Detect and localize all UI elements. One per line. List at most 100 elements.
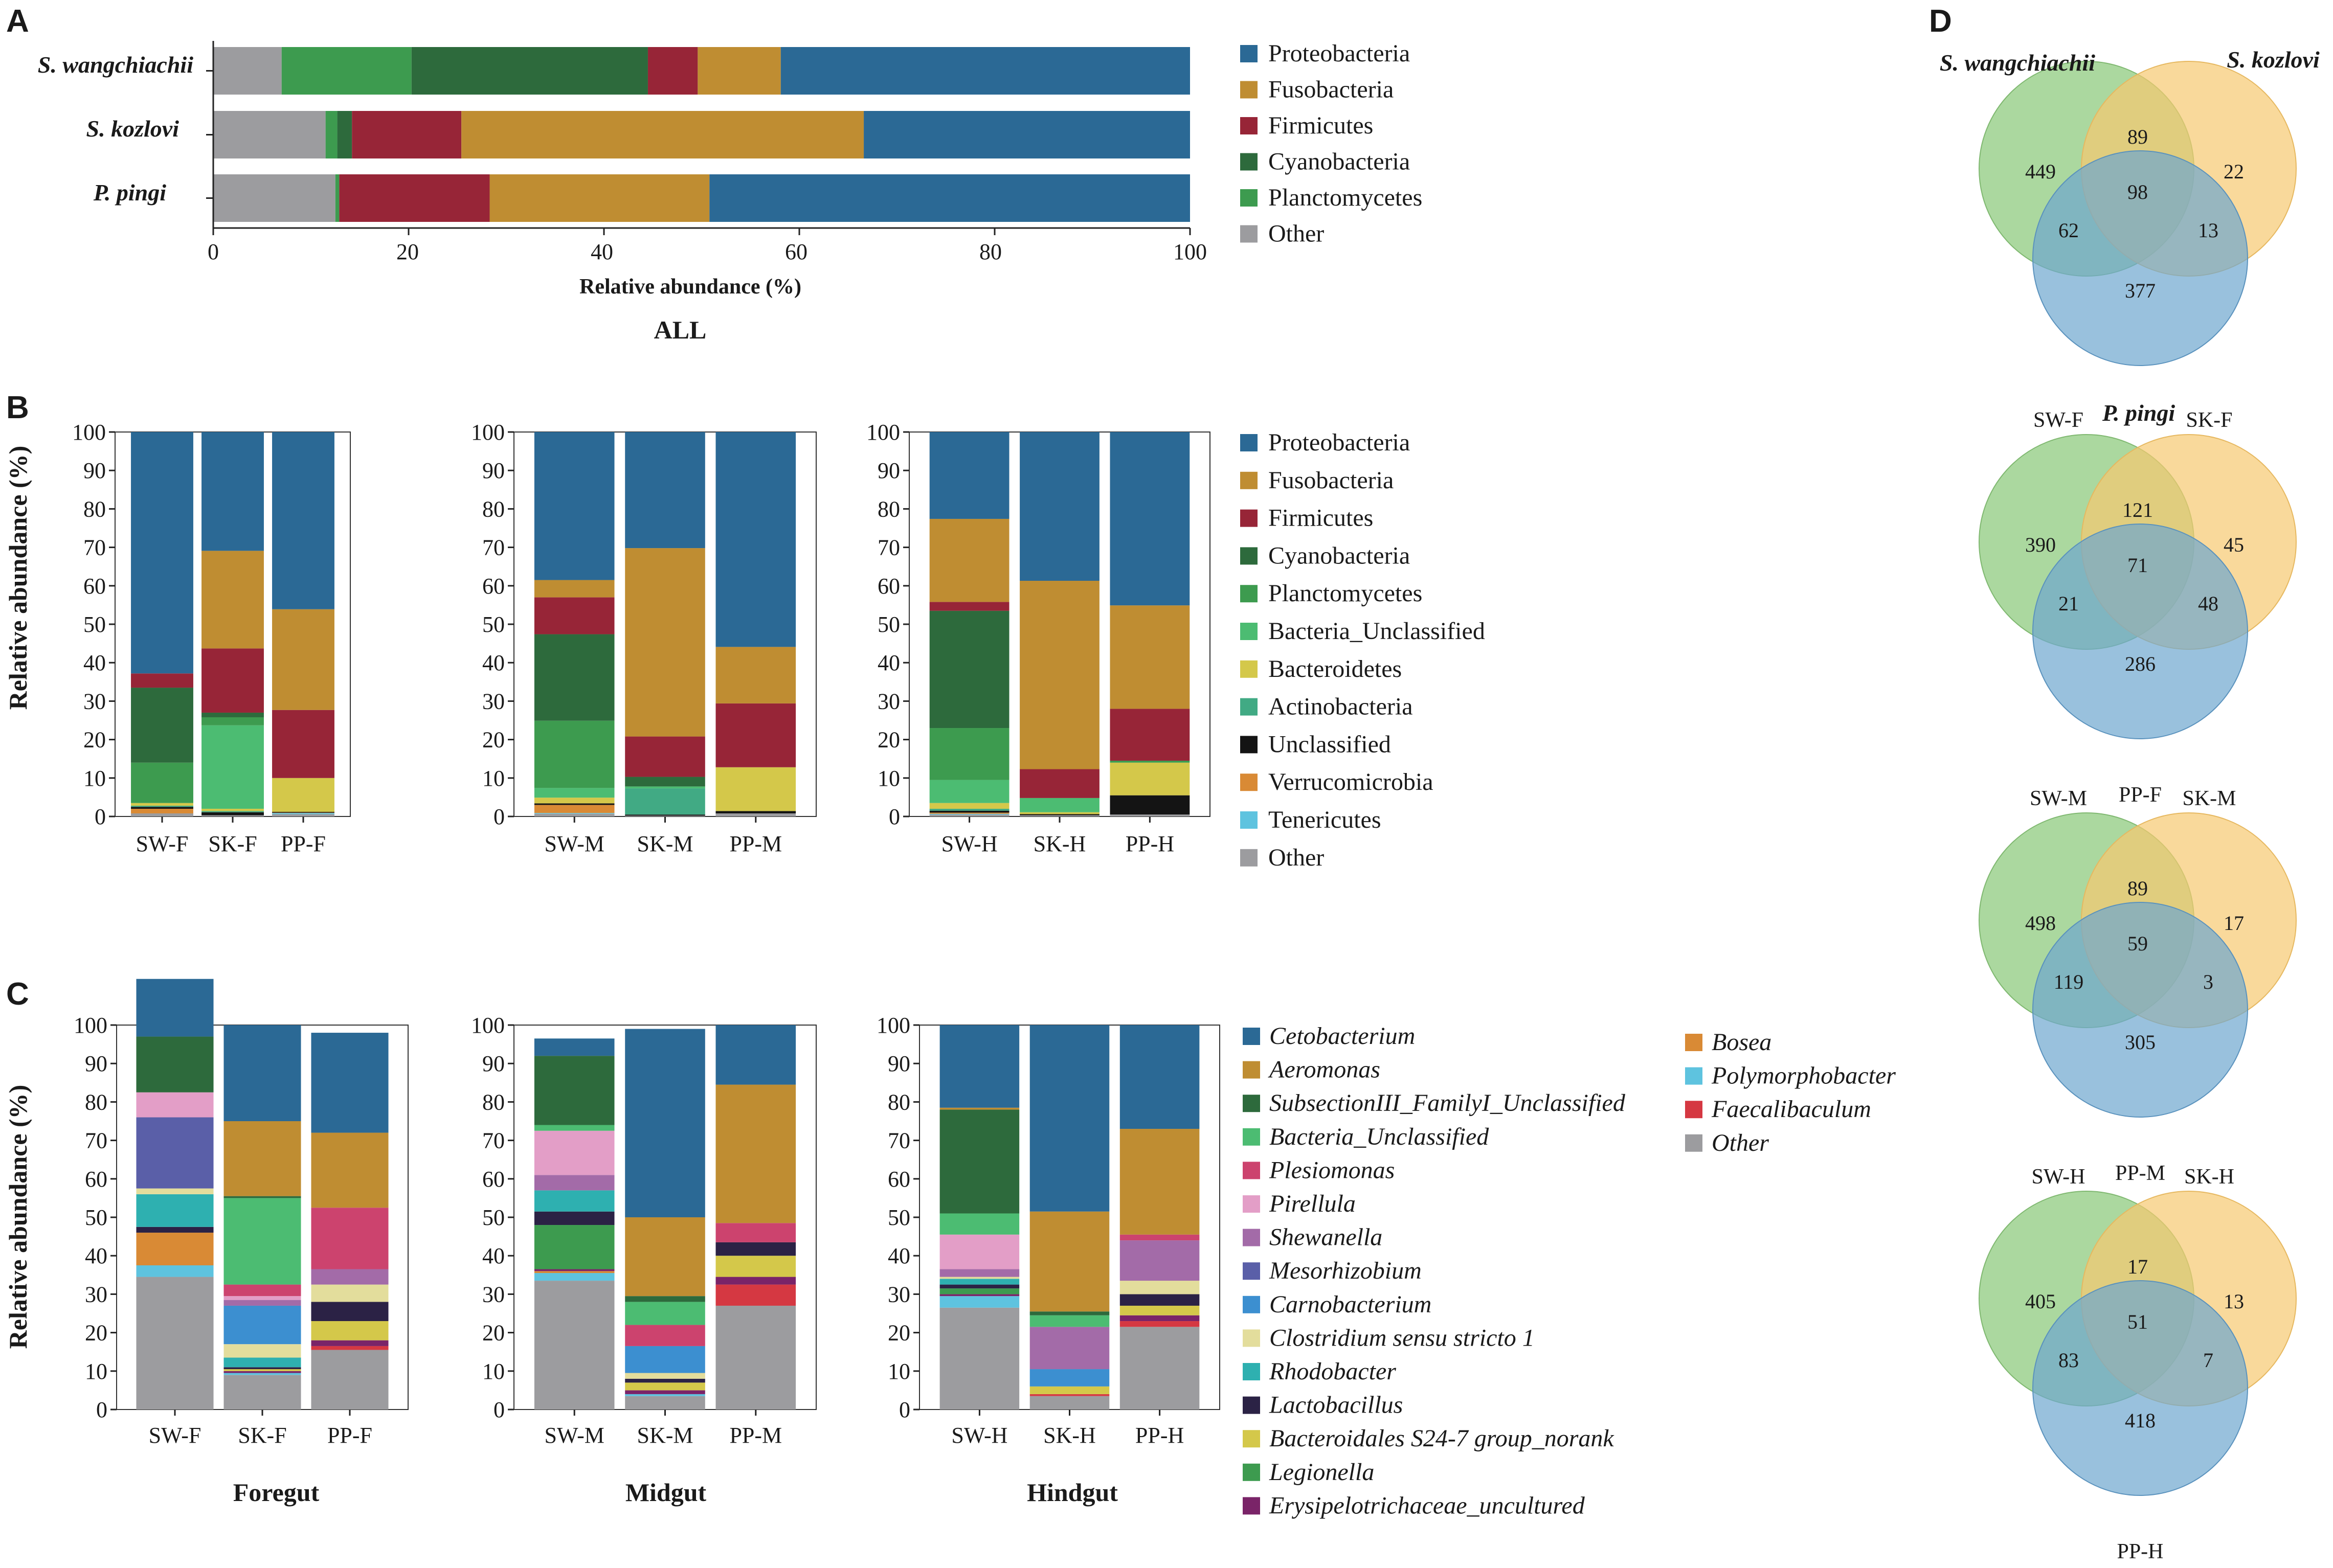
bar-segment-rhodobacter (939, 1279, 1020, 1285)
bar-segment-other (201, 815, 264, 816)
venn-count-c: 418 (2125, 1409, 2156, 1432)
a-bar-segment-cyanobacteria (411, 47, 648, 95)
y-tick-label: 10 (83, 766, 106, 791)
venn-count-ab: 89 (2127, 125, 2148, 148)
bar-segment-bacteroidetes (929, 803, 1010, 809)
bar-segment-bacteroidetes (1020, 812, 1100, 814)
bar-segment-bosea (534, 1271, 615, 1274)
bar-segment-actinobacteria (625, 788, 705, 815)
bar-segment-aeromonas (939, 1107, 1020, 1110)
venn-diagram-3: 405 17 13 51 83 7 418 SW-H SK-H PP-H (1979, 1165, 2297, 1563)
bar-segment-proteobacteria (625, 432, 705, 549)
bar-segment-bosea (136, 1233, 214, 1265)
panel-label-b: B (6, 390, 29, 425)
bar-segment-unclassified (131, 807, 193, 809)
bar-segment-unclassified (1110, 795, 1190, 815)
bar-segment-fusobacteria (534, 580, 615, 598)
y-tick-label: 50 (878, 612, 900, 637)
y-tick-label: 60 (482, 1167, 505, 1192)
bar-segment-unclassified (929, 810, 1010, 813)
a-legend-label: Other (1268, 220, 1324, 247)
y-tick-label: 0 (493, 804, 505, 829)
bar-segment-erysipelotrichaceae-uncultured (534, 1269, 615, 1271)
bar-segment-fusobacteria (1020, 581, 1100, 769)
a-bar-segment-other (213, 174, 335, 222)
b-legend-label: Firmicutes (1268, 505, 1373, 532)
bar-segment-bacteroidetes (272, 778, 334, 812)
bar-segment-rhodobacter (534, 1190, 615, 1212)
b-legend-swatch-fusobacteria (1240, 471, 1258, 489)
c-legend-swatch-mesorhizobium (1243, 1262, 1260, 1280)
c-legend-label: Legionella (1269, 1459, 1374, 1486)
y-tick-label: 50 (482, 612, 505, 637)
a-legend-label: Cyanobacteria (1268, 148, 1410, 175)
bar-segment-erysipelotrichaceae-uncultured (223, 1371, 301, 1373)
bar-segment-other (625, 1396, 705, 1410)
c-legend-label: Plesiomonas (1269, 1156, 1395, 1184)
panel-b-legend: Proteobacteria Fusobacteria Firmicutes Cyan… (1240, 429, 1485, 871)
bar-segment-proteobacteria (272, 432, 334, 609)
bar-segment-shewanella (311, 1269, 389, 1285)
b-legend-label: Cyanobacteria (1268, 542, 1410, 569)
bar-segment-carnobacterium (1029, 1369, 1110, 1387)
b-legend-label: Planctomycetes (1268, 580, 1422, 607)
bar-segment-cetobacterium (223, 1025, 301, 1121)
a-bar-segment-cyanobacteria (337, 111, 352, 158)
bar-segment-unclassified (201, 812, 264, 815)
bar-segment-faecalibaculum (1119, 1321, 1200, 1327)
bar-segment-bacteria-unclassified (1029, 1315, 1110, 1327)
c-legend-swatch-bacteria-unclassified (1243, 1128, 1260, 1146)
bar-segment-clostridium-sensu-stricto-1 (136, 1188, 214, 1194)
bar-segment-firmicutes (929, 602, 1010, 611)
bar-segment-bacteria-unclassified (929, 780, 1010, 803)
bar-segment-subsectioniii-familyi-unclassified (625, 1296, 705, 1302)
b-legend-swatch-firmicutes (1240, 509, 1258, 527)
a-legend-swatch-fusobacteria (1240, 81, 1258, 99)
bar-segment-planctomycetes (131, 762, 193, 803)
a-bar-segment-planctomycetes (335, 174, 340, 222)
bar-segment-tenericutes (929, 813, 1010, 815)
venn-count-b: 45 (2224, 533, 2244, 556)
bar-segment-unclassified (1020, 814, 1100, 815)
venn-count-c: 286 (2125, 652, 2156, 675)
panel-c-legend: Cetobacterium Aeromonas SubsectionIII_Fami… (1243, 1022, 1896, 1519)
y-tick-label: 0 (899, 1397, 910, 1422)
y-tick-label: 20 (85, 1321, 107, 1346)
b-legend-label: Unclassified (1268, 731, 1391, 758)
venn-count-b: 17 (2224, 912, 2244, 935)
b-legend-swatch-tenericutes (1240, 811, 1258, 829)
venn-count-bc: 13 (2198, 219, 2218, 242)
venn-set-label-a: S. wangchiachii (1940, 50, 2095, 76)
x-tick-label: PP-H (1126, 831, 1174, 856)
bar-segment-other (534, 813, 615, 816)
y-tick-label: 90 (888, 1051, 910, 1076)
venn-count-a: 405 (2025, 1290, 2056, 1313)
bar-segment-carnobacterium (223, 1305, 301, 1345)
venn-count-ac: 62 (2058, 219, 2079, 242)
bar-segment-pirellula (136, 1092, 214, 1118)
a-legend-swatch-planctomycetes (1240, 189, 1258, 207)
c-legend-swatch-bacteroidales-s24-7-group-norank (1243, 1430, 1260, 1448)
venn-count-bc: 7 (2203, 1349, 2213, 1372)
bar-segment-bacteroidales-s24-7-group-norank (223, 1369, 301, 1371)
bar-segment-erysipelotrichaceae-uncultured (311, 1340, 389, 1346)
b-legend-swatch-bacteroidetes (1240, 660, 1258, 678)
bar-segment-pirellula (223, 1296, 301, 1300)
panel-d-venn: 449 89 22 98 62 13 377 S. wangchiachii S. kozlov… (1940, 47, 2320, 1563)
bar-segment-firmicutes (131, 673, 193, 688)
group-2: 0 10 20 30 40 50 60 70 80 90 100 SW-H SK-H PP-H (866, 420, 1210, 856)
y-tick-label: 10 (85, 1359, 107, 1384)
venn-set-label-c: PP-H (2117, 1540, 2163, 1563)
bar-segment-planctomycetes (534, 720, 615, 788)
venn-count-abc: 98 (2127, 180, 2148, 203)
c-legend-label: Pirellula (1269, 1190, 1356, 1217)
bar-segment-cetobacterium (715, 1025, 796, 1085)
venn-count-b: 22 (2224, 160, 2244, 183)
bar-segment-firmicutes (715, 703, 796, 767)
bar-segment-aeromonas (311, 1132, 389, 1208)
bar-segment-other (223, 1375, 301, 1410)
y-tick-label: 10 (888, 1359, 910, 1384)
bar-segment-clostridium-sensu-stricto-1 (311, 1284, 389, 1302)
bar-segment-firmicutes (201, 648, 264, 713)
bar-segment-bacteria-unclassified (1020, 798, 1100, 812)
